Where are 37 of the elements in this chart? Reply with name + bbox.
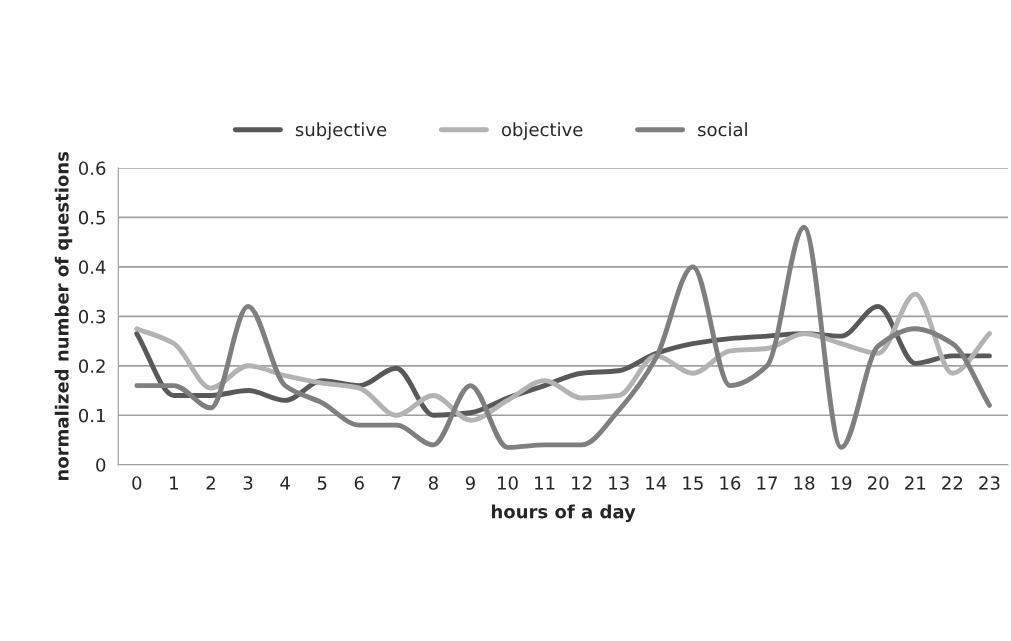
x-tick-label: 6: [354, 476, 364, 490]
x-tick-label: 4: [280, 476, 290, 490]
y-tick-label: 0.3: [78, 309, 106, 324]
x-tick-label: 21: [905, 476, 926, 490]
y-axis-title: normalized number of questions: [54, 151, 73, 481]
y-tick-label: 0.2: [78, 359, 105, 373]
x-tick-label: 2: [206, 476, 215, 490]
x-tick-label: 9: [465, 476, 475, 490]
legend-label: subjective: [295, 122, 387, 140]
x-tick-label: 12: [572, 476, 592, 490]
x-tick-label: 14: [646, 476, 667, 490]
x-tick-label: 19: [831, 476, 852, 490]
y-tick-label: 0: [96, 458, 106, 472]
y-tick-label: 0.4: [78, 260, 106, 274]
y-tick-label: 0.6: [78, 161, 106, 176]
x-tick-label: 10: [498, 476, 518, 490]
x-tick-label: 1: [170, 476, 178, 490]
x-tick-label: 17: [757, 476, 777, 490]
x-axis-title: hours of a day: [491, 504, 636, 523]
x-tick-label: 8: [428, 476, 438, 490]
x-tick-label: 11: [535, 476, 555, 490]
line-series: [134, 224, 992, 450]
y-tick-label: 0.1: [78, 408, 105, 423]
x-tick-label: 3: [243, 476, 253, 490]
x-tick-label: 13: [609, 476, 629, 490]
x-tick-label: 15: [683, 476, 703, 490]
x-tick-label: 20: [868, 476, 889, 490]
x-tick-label: 5: [317, 476, 327, 490]
x-tick-label: 22: [942, 476, 963, 490]
legend-label: social: [698, 122, 747, 137]
x-tick-label: 23: [979, 476, 1000, 490]
x-tick-label: 16: [720, 476, 741, 490]
legend-label: objective: [501, 122, 583, 140]
x-tick-label: 7: [392, 476, 401, 490]
x-tick-label: 18: [794, 476, 815, 490]
x-tick-label: 0: [132, 476, 142, 490]
y-tick-label: 0.5: [78, 210, 105, 225]
